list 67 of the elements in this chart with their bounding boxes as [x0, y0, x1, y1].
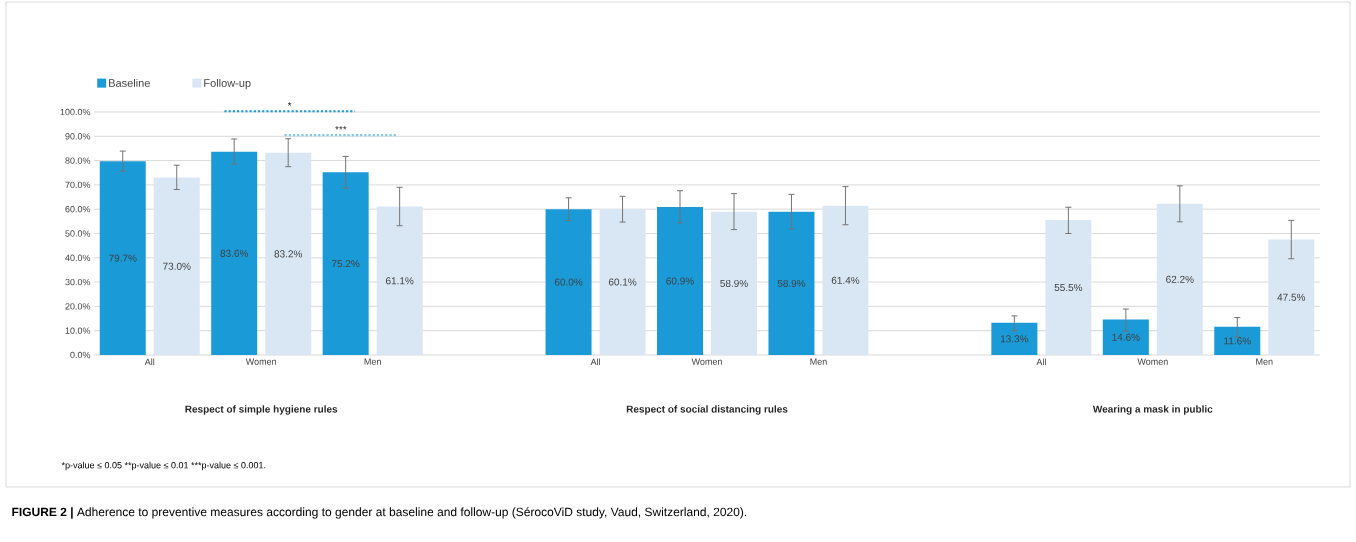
legend-label: Follow-up — [204, 78, 251, 90]
data-label: 79.7% — [109, 254, 137, 262]
data-label: 61.4% — [831, 276, 860, 284]
bar — [153, 177, 200, 355]
bar — [657, 207, 704, 355]
bar — [1045, 220, 1092, 355]
y-tick-label: 80.0% — [65, 157, 91, 164]
bar — [545, 209, 592, 355]
bar — [599, 208, 646, 355]
y-tick-label: 100.0% — [60, 108, 91, 116]
data-label: 55.5% — [1054, 284, 1083, 292]
data-label: 62.2% — [1166, 275, 1194, 283]
x-tick-label: Women — [1137, 358, 1168, 365]
data-label: 73.0% — [163, 262, 191, 270]
x-tick-label: Men — [364, 358, 381, 365]
data-label: 58.9% — [777, 279, 806, 287]
y-tick-label: 10.0% — [65, 327, 91, 334]
y-tick-label: 50.0% — [65, 230, 91, 237]
annotation: *** — [335, 126, 347, 130]
bar — [99, 161, 146, 355]
data-label: 60.1% — [608, 278, 637, 286]
x-tick-label: Women — [245, 358, 277, 365]
bar — [768, 211, 815, 355]
data-label: 60.9% — [666, 277, 694, 285]
data-label: 11.6% — [1224, 337, 1251, 345]
y-tick-label: 20.0% — [65, 303, 91, 310]
bar — [322, 172, 369, 355]
text: ***p-value ≤ 0.001. — [191, 461, 266, 471]
y-tick-label: 90.0% — [65, 133, 91, 140]
data-label: 83.6% — [220, 249, 249, 257]
text: Wearing a mask in public — [1092, 405, 1213, 415]
text: Respect of social distancing rules — [626, 405, 788, 415]
bar — [376, 206, 423, 355]
y-tick-label: 40.0% — [65, 254, 91, 261]
text: *p-value ≤ 0.05 — [61, 461, 122, 471]
y-tick-label: 60.0% — [65, 206, 91, 213]
data-label: 47.5% — [1277, 293, 1306, 301]
x-tick-label: All — [590, 358, 600, 366]
y-tick-label: 70.0% — [65, 181, 91, 189]
data-label: 13.3% — [1000, 335, 1029, 343]
bar — [1214, 326, 1261, 355]
text: * — [287, 102, 292, 106]
x-tick-label: All — [1036, 358, 1046, 366]
data-label: 58.9% — [720, 279, 748, 287]
data-label: 60.0% — [554, 278, 583, 286]
bar — [265, 152, 312, 355]
text: Respect of simple hygiene rules — [185, 405, 338, 415]
bar — [1156, 203, 1203, 355]
data-label: 14.6% — [1112, 333, 1140, 341]
data-label: 83.2% — [274, 250, 303, 258]
text: FIGURE 2 | Adherence to preventive measures according to gender at baseline and follow-up (SérocoViD study, Vaud, Switzerland, 2020). — [12, 507, 747, 519]
x-tick-label: All — [144, 358, 155, 366]
text: **p-value ≤ 0.01 — [124, 461, 189, 471]
x-tick-label: Women — [691, 358, 722, 365]
bar — [711, 211, 758, 355]
legend-label: Baseline — [109, 78, 150, 87]
bar — [822, 205, 869, 355]
x-tick-label: Men — [1256, 358, 1273, 365]
y-tick-label: 0.0% — [70, 351, 91, 359]
x-tick-label: Men — [810, 358, 827, 365]
bar — [1268, 239, 1315, 355]
bar — [991, 322, 1038, 355]
data-label: 75.2% — [331, 260, 360, 268]
bar — [211, 151, 258, 355]
y-tick-label: 30.0% — [65, 278, 91, 286]
data-label: 61.1% — [385, 277, 414, 285]
bar — [1102, 319, 1149, 355]
